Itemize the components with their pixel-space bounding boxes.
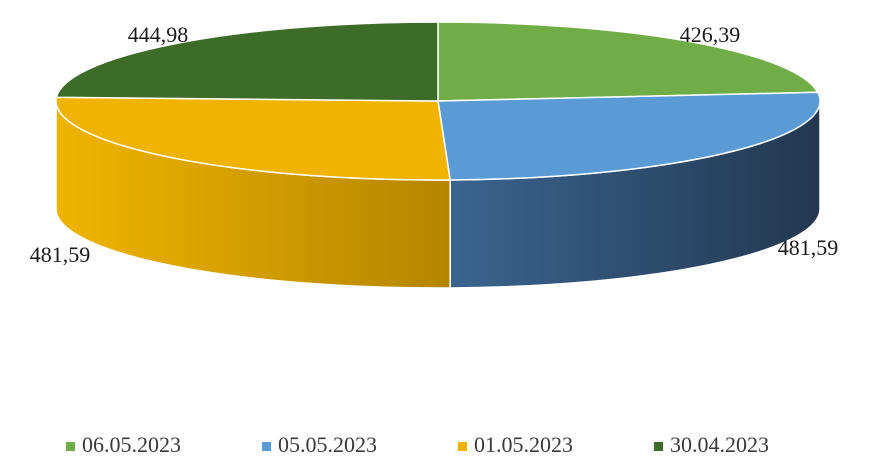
legend-swatch-06.05.2023 — [66, 442, 75, 451]
legend-label-30.04.2023: 30.04.2023 — [670, 432, 769, 457]
legend-item-06.05.2023: 06.05.2023 — [66, 432, 181, 457]
legend: 06.05.2023 05.05.2023 01.05.2023 30.04.2023 — [66, 432, 769, 457]
legend-swatch-30.04.2023 — [654, 442, 663, 451]
data-label-05.05.2023: 481,59 — [778, 235, 839, 260]
legend-swatch-01.05.2023 — [458, 442, 467, 451]
legend-item-30.04.2023: 30.04.2023 — [654, 432, 769, 457]
data-label-01.05.2023: 481,59 — [30, 242, 91, 267]
legend-item-01.05.2023: 01.05.2023 — [458, 432, 573, 457]
legend-item-05.05.2023: 05.05.2023 — [262, 432, 377, 457]
pie-slice-01.05.2023 — [55, 96, 452, 181]
data-label-30.04.2023: 444,98 — [128, 22, 189, 47]
data-labels: 426,39 481,59 481,59 444,98 — [30, 22, 839, 267]
legend-label-05.05.2023: 05.05.2023 — [278, 432, 377, 457]
pie-slice-30.04.2023 — [55, 21, 439, 102]
legend-label-01.05.2023: 01.05.2023 — [474, 432, 573, 457]
pie-slice-05.05.2023 — [437, 91, 821, 181]
legend-swatch-05.05.2023 — [262, 442, 271, 451]
legend-label-06.05.2023: 06.05.2023 — [82, 432, 181, 457]
pie-slice-06.05.2023 — [437, 21, 819, 102]
pie-slices — [55, 21, 821, 181]
data-label-06.05.2023: 426,39 — [680, 22, 741, 47]
